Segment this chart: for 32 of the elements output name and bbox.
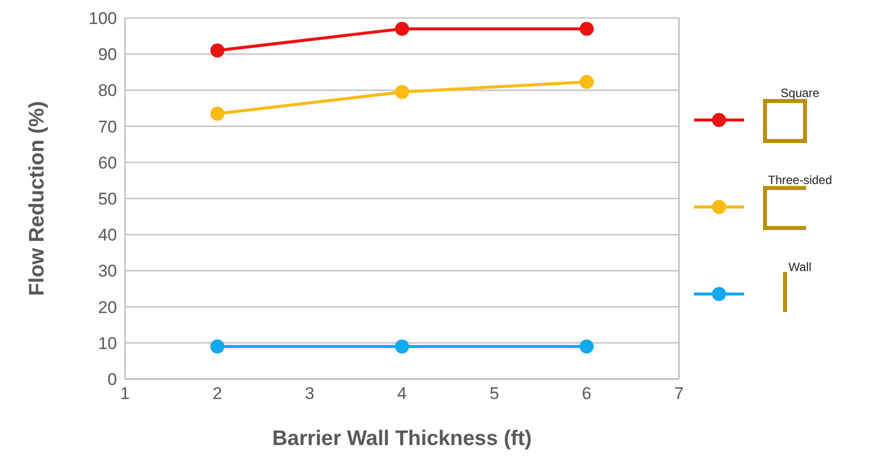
- x-tick-label: 6: [582, 384, 592, 404]
- point: [210, 106, 224, 121]
- point: [395, 85, 409, 100]
- x-axis-title: Barrier Wall Thickness (ft): [272, 427, 532, 450]
- point: [580, 22, 594, 36]
- y-tick-label: 90: [98, 45, 117, 64]
- x-tick-label: 4: [397, 384, 407, 404]
- x-tick-label: 1: [120, 384, 130, 404]
- point: [580, 340, 594, 354]
- y-tick-label: 50: [98, 190, 117, 209]
- x-tick-label: 2: [212, 384, 222, 404]
- point: [395, 22, 409, 36]
- point: [210, 340, 224, 354]
- y-tick-label: 30: [98, 262, 117, 281]
- y-tick-label: 100: [88, 9, 117, 28]
- x-tick-label: 7: [674, 384, 684, 404]
- y-tick-label: 70: [98, 117, 117, 136]
- y-tick-label: 20: [98, 298, 117, 317]
- y-tick-label: 60: [98, 153, 117, 172]
- point: [580, 74, 594, 89]
- x-tick-label: 5: [490, 384, 500, 404]
- y-axis-title: Flow Reduction (%): [25, 101, 48, 296]
- y-tick-label: 40: [98, 226, 117, 245]
- text: Three-sided: [766, 173, 834, 187]
- text: Wall: [788, 260, 812, 274]
- text: Square: [780, 86, 820, 100]
- y-tick-label: 80: [98, 81, 117, 100]
- x-tick-label: 3: [304, 384, 314, 404]
- y-tick-label: 10: [98, 334, 117, 353]
- point: [395, 340, 409, 354]
- point: [210, 43, 224, 58]
- y-tick-label: 0: [108, 370, 117, 390]
